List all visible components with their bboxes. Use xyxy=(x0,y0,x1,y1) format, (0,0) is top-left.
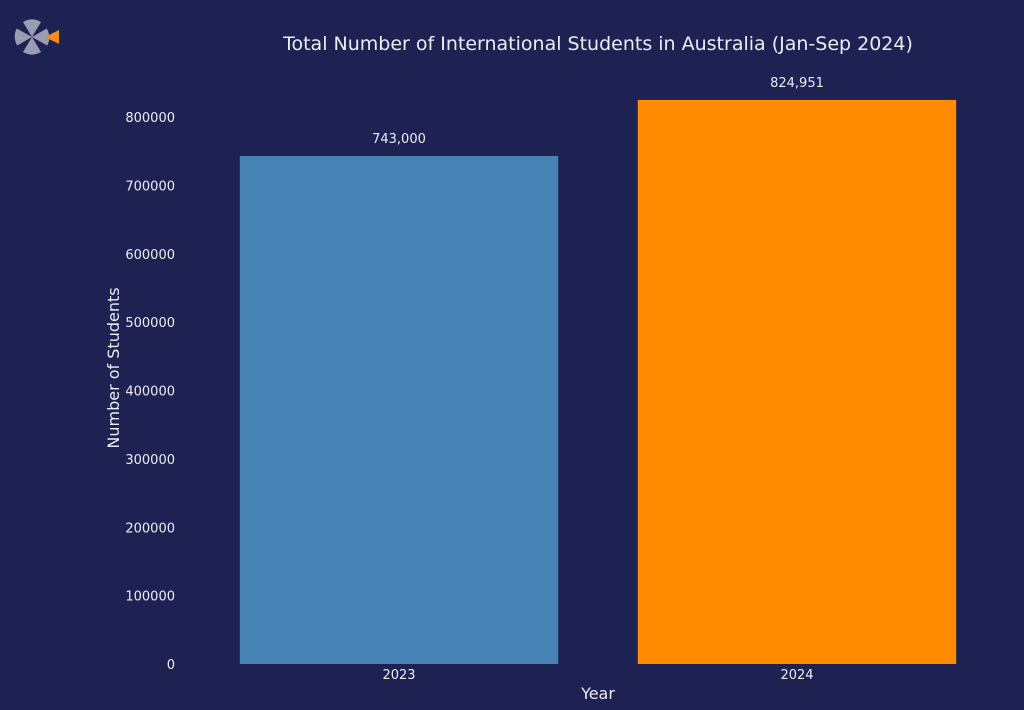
logo-blade-left xyxy=(14,28,32,46)
logo-blade-top xyxy=(23,19,41,37)
x-tick-label: 2024 xyxy=(780,668,813,683)
y-axis-label: Number of Students xyxy=(104,287,123,448)
bars-group xyxy=(239,99,957,664)
chart-title: Total Number of International Students i… xyxy=(282,33,913,55)
y-axis-ticks: 0 100000 200000 300000 400000 500000 600000 700… xyxy=(125,111,175,673)
bar-2023 xyxy=(239,155,559,664)
bar-value-label: 743,000 xyxy=(372,132,426,147)
bar-value-label: 824,951 xyxy=(770,76,824,91)
logo-blade-bottom xyxy=(23,37,41,55)
pinwheel-logo-icon xyxy=(14,19,59,55)
y-tick-label: 600000 xyxy=(125,248,175,263)
y-tick-label: 500000 xyxy=(125,316,175,331)
y-tick-label: 200000 xyxy=(125,521,175,536)
logo-blade-right xyxy=(32,28,50,46)
x-tick-label: 2023 xyxy=(382,668,415,683)
logo-accent-triangle xyxy=(45,30,59,44)
y-tick-label: 300000 xyxy=(125,453,175,468)
bar-2024 xyxy=(637,99,957,664)
x-axis-label: Year xyxy=(580,684,615,703)
y-tick-label: 0 xyxy=(167,658,175,673)
y-tick-label: 800000 xyxy=(125,111,175,126)
data-labels-group: 743,000 824,951 xyxy=(372,76,824,147)
y-tick-label: 100000 xyxy=(125,590,175,605)
x-axis-ticks: 2023 2024 xyxy=(382,668,813,683)
y-tick-label: 700000 xyxy=(125,179,175,194)
y-tick-label: 400000 xyxy=(125,385,175,400)
